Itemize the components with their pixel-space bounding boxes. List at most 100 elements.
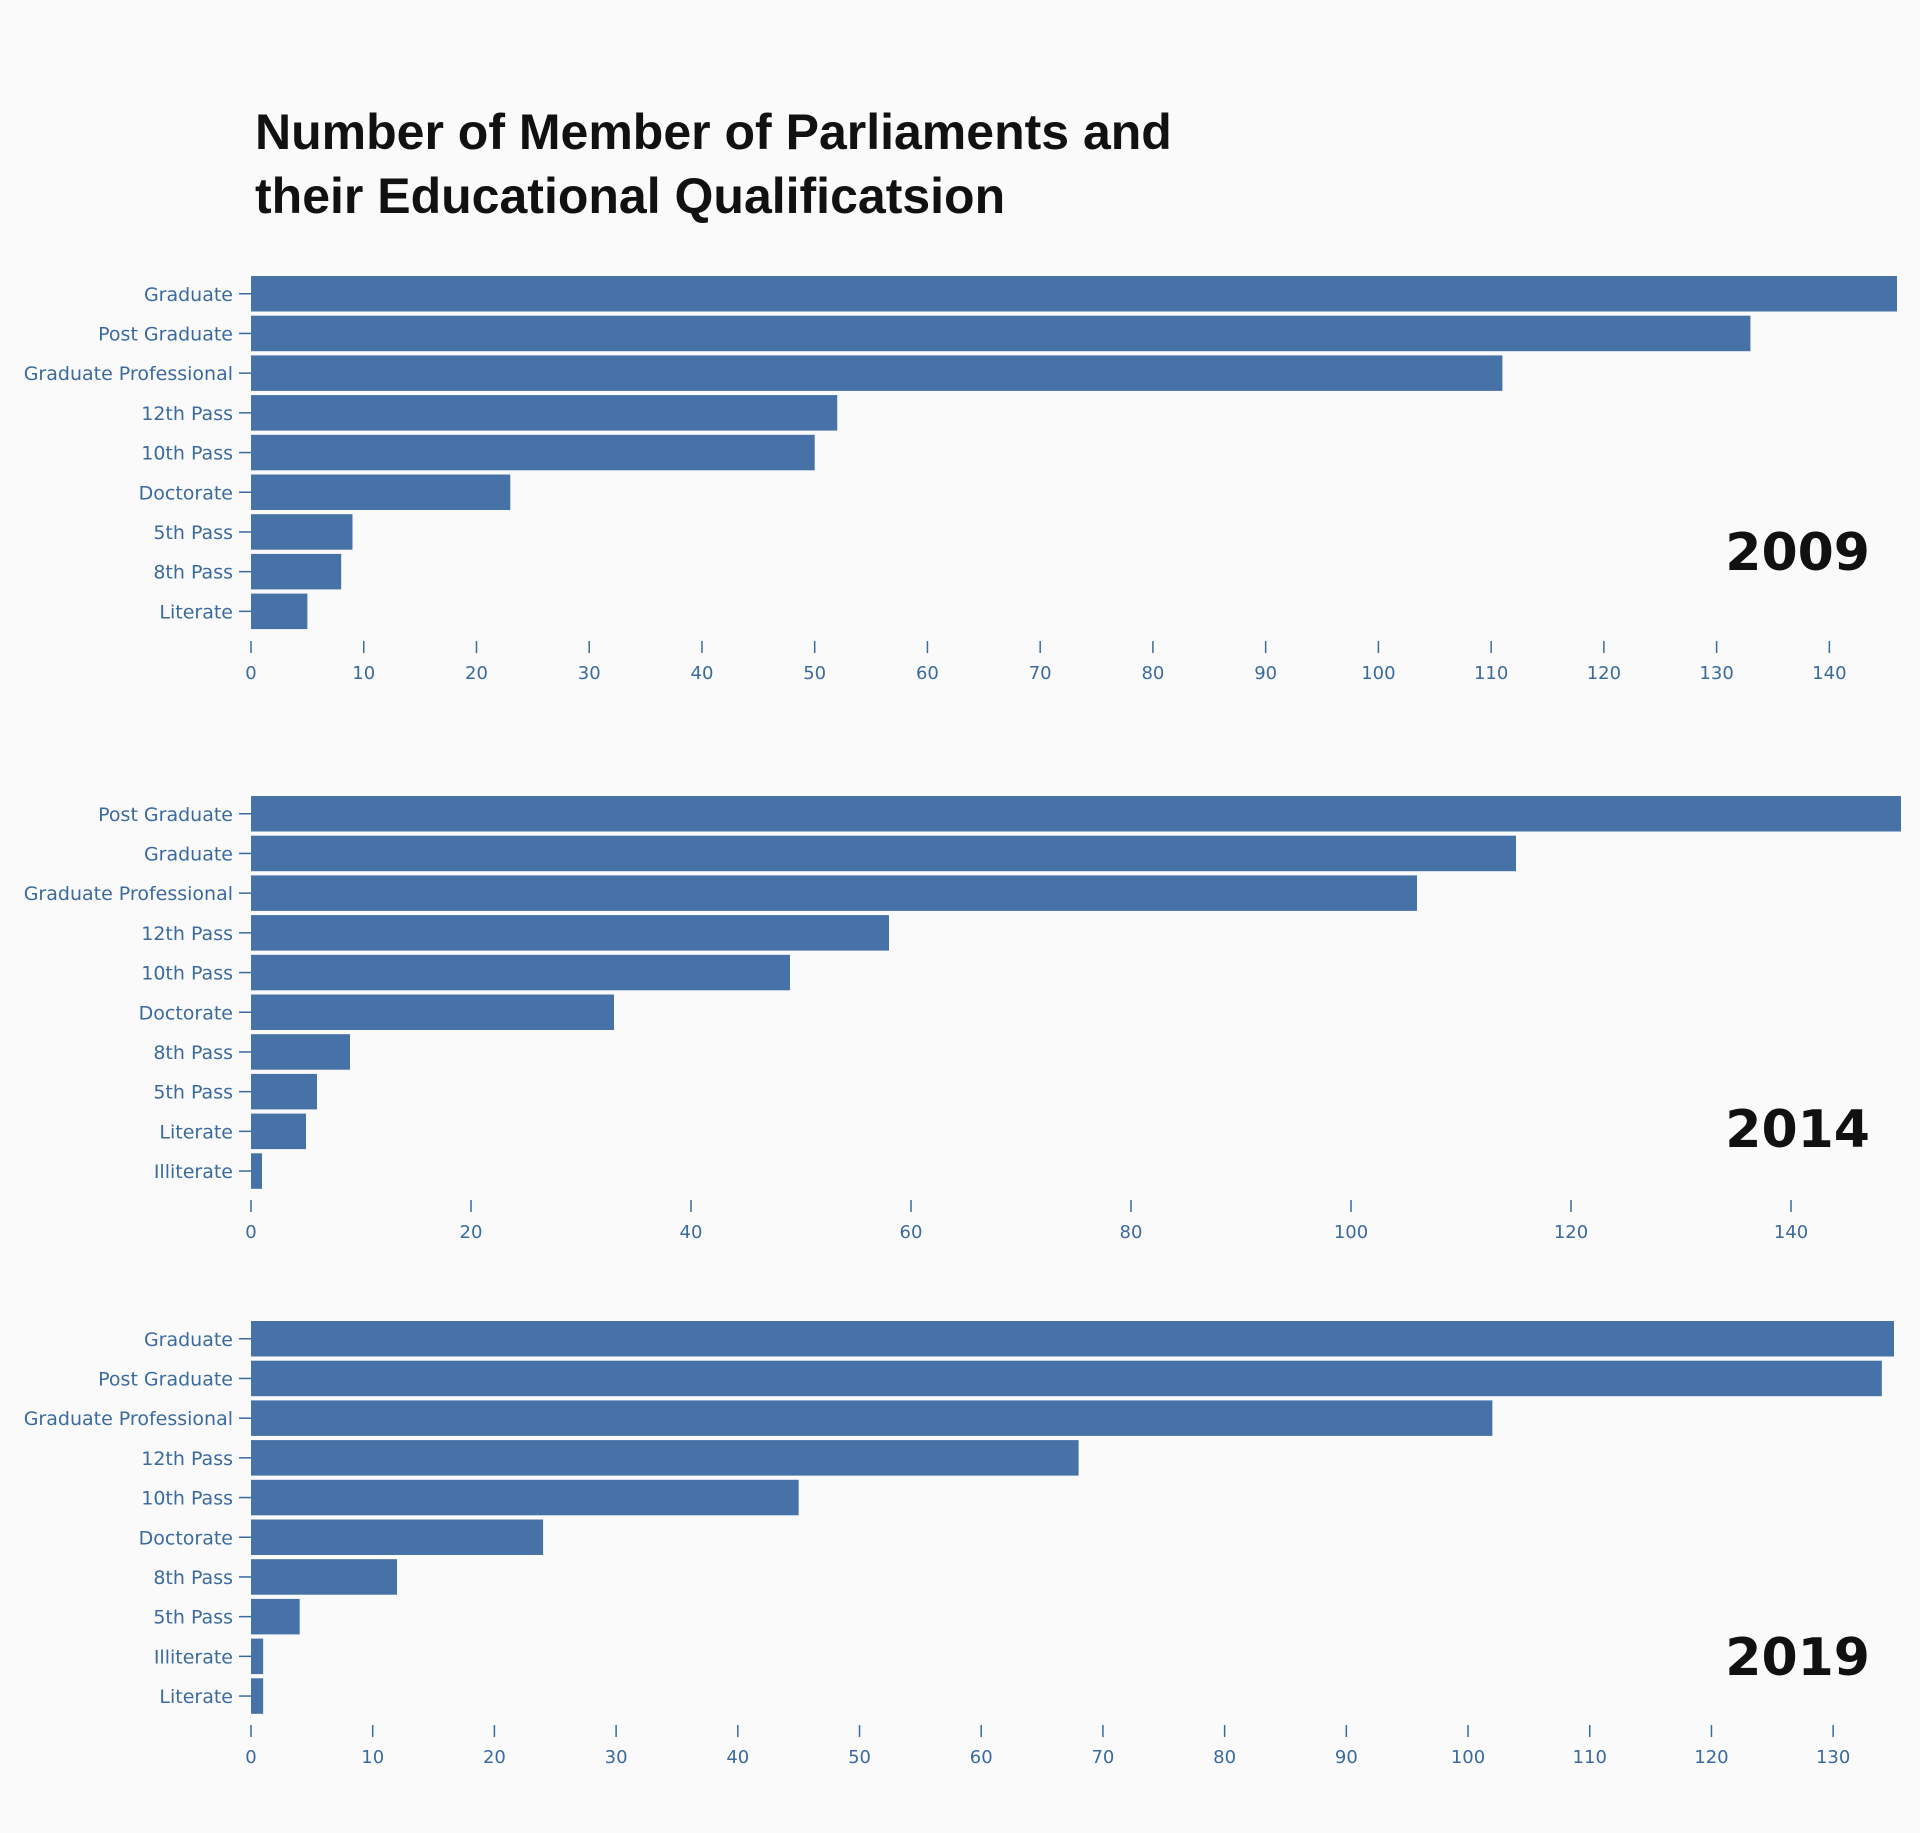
bar-2019-6	[251, 1559, 398, 1595]
x-tick-label-2019-7: 70	[1091, 1747, 1114, 1768]
category-label-2014-3: 12th Pass	[141, 923, 233, 945]
year-label-2014: 2014	[1725, 1100, 1870, 1160]
x-tick-label-2019-1: 10	[361, 1747, 384, 1768]
bar-2009-3	[251, 395, 838, 431]
bar-2014-5	[251, 994, 614, 1030]
category-label-2019-3: 12th Pass	[141, 1448, 233, 1470]
x-tick-label-2019-6: 60	[970, 1747, 993, 1768]
bar-2019-0	[251, 1321, 1894, 1357]
category-label-2019-8: Illiterate	[154, 1646, 233, 1668]
category-label-2014-9: Illiterate	[154, 1161, 233, 1183]
x-tick-label-2009-0: 0	[245, 663, 256, 684]
x-tick-label-2019-13: 130	[1816, 1747, 1850, 1768]
x-tick-label-2014-7: 140	[1774, 1222, 1808, 1243]
x-tick-label-2019-10: 100	[1451, 1747, 1485, 1768]
bar-2014-9	[251, 1153, 262, 1189]
bar-2014-4	[251, 954, 790, 991]
x-tick-label-2009-5: 50	[803, 663, 826, 684]
x-tick-label-2019-9: 90	[1335, 1747, 1358, 1768]
bar-2009-5	[251, 474, 511, 510]
bar-2014-7	[251, 1073, 317, 1110]
category-label-2019-7: 5th Pass	[153, 1607, 233, 1629]
category-label-2014-0: Post Graduate	[98, 804, 233, 826]
bar-2014-0	[251, 796, 1901, 832]
bar-2009-4	[251, 434, 815, 471]
category-label-2014-5: Doctorate	[139, 1002, 233, 1024]
year-label-2009: 2009	[1725, 523, 1870, 583]
x-tick-label-2019-0: 0	[245, 1747, 256, 1768]
x-tick-label-2009-2: 20	[465, 663, 488, 684]
category-label-2009-7: 8th Pass	[153, 562, 233, 584]
x-tick-label-2014-0: 0	[245, 1222, 256, 1243]
x-tick-label-2019-5: 50	[848, 1747, 871, 1768]
category-label-2009-4: 10th Pass	[141, 443, 233, 465]
category-label-2019-9: Literate	[159, 1686, 233, 1708]
category-label-2009-5: Doctorate	[139, 482, 233, 504]
bar-2019-5	[251, 1519, 544, 1555]
x-tick-label-2019-8: 80	[1213, 1747, 1236, 1768]
bar-2019-9	[251, 1678, 264, 1714]
x-tick-label-2014-1: 20	[460, 1222, 483, 1243]
x-tick-label-2009-6: 60	[916, 663, 939, 684]
category-label-2009-3: 12th Pass	[141, 403, 233, 425]
x-tick-label-2009-11: 110	[1474, 663, 1508, 684]
category-label-2009-8: Literate	[159, 601, 233, 623]
x-tick-label-2009-9: 90	[1254, 663, 1277, 684]
x-tick-label-2014-5: 100	[1334, 1222, 1368, 1243]
category-label-2014-1: Graduate	[144, 843, 233, 865]
bar-2014-3	[251, 915, 889, 951]
category-label-2019-0: Graduate	[144, 1329, 233, 1351]
category-label-2014-4: 10th Pass	[141, 963, 233, 985]
x-tick-label-2014-2: 40	[680, 1222, 703, 1243]
bar-2019-3	[251, 1440, 1079, 1476]
x-tick-label-2019-2: 20	[483, 1747, 506, 1768]
bar-2019-8	[251, 1638, 264, 1675]
category-label-2019-2: Graduate Professional	[24, 1408, 233, 1430]
category-label-2014-2: Graduate Professional	[24, 883, 233, 905]
category-label-2009-6: 5th Pass	[153, 522, 233, 544]
category-label-2019-1: Post Graduate	[98, 1368, 233, 1390]
category-label-2009-1: Post Graduate	[98, 323, 233, 345]
bar-2009-7	[251, 553, 342, 590]
x-tick-label-2009-1: 10	[352, 663, 375, 684]
x-tick-label-2009-10: 100	[1361, 663, 1395, 684]
bar-2014-8	[251, 1113, 306, 1150]
category-label-2014-6: 8th Pass	[153, 1042, 233, 1064]
category-label-2014-7: 5th Pass	[153, 1082, 233, 1104]
x-tick-label-2014-6: 120	[1554, 1222, 1588, 1243]
x-tick-label-2014-3: 60	[900, 1222, 923, 1243]
x-tick-label-2019-11: 110	[1573, 1747, 1607, 1768]
x-tick-label-2009-4: 40	[691, 663, 714, 684]
x-tick-label-2019-3: 30	[605, 1747, 628, 1768]
bar-2014-6	[251, 1034, 350, 1070]
bar-2009-6	[251, 514, 353, 550]
category-label-2019-5: Doctorate	[139, 1527, 233, 1549]
chart-title-line-1: Number of Member of Parliaments and	[255, 104, 1172, 160]
bar-2014-2	[251, 875, 1417, 911]
category-label-2019-4: 10th Pass	[141, 1488, 233, 1510]
x-tick-label-2009-13: 130	[1699, 663, 1733, 684]
x-tick-label-2019-4: 40	[726, 1747, 749, 1768]
x-tick-label-2019-12: 120	[1694, 1747, 1728, 1768]
bar-2019-2	[251, 1400, 1493, 1436]
x-tick-label-2009-8: 80	[1141, 663, 1164, 684]
bar-2009-1	[251, 315, 1751, 352]
bar-2019-1	[251, 1360, 1882, 1397]
bar-2019-7	[251, 1598, 300, 1635]
x-tick-label-2009-12: 120	[1587, 663, 1621, 684]
x-tick-label-2009-3: 30	[578, 663, 601, 684]
bar-2009-2	[251, 355, 1503, 391]
year-label-2019: 2019	[1725, 1628, 1870, 1688]
bar-2009-0	[251, 276, 1897, 312]
chart-title-line-2: their Educational Qualificatsion	[255, 168, 1006, 224]
x-tick-label-2009-7: 70	[1029, 663, 1052, 684]
bar-2019-4	[251, 1479, 799, 1516]
category-label-2009-2: Graduate Professional	[24, 363, 233, 385]
x-tick-label-2009-14: 140	[1812, 663, 1846, 684]
bar-2014-1	[251, 835, 1516, 872]
x-tick-label-2014-4: 80	[1120, 1222, 1143, 1243]
bar-2009-8	[251, 593, 308, 630]
category-label-2009-0: Graduate	[144, 284, 233, 306]
